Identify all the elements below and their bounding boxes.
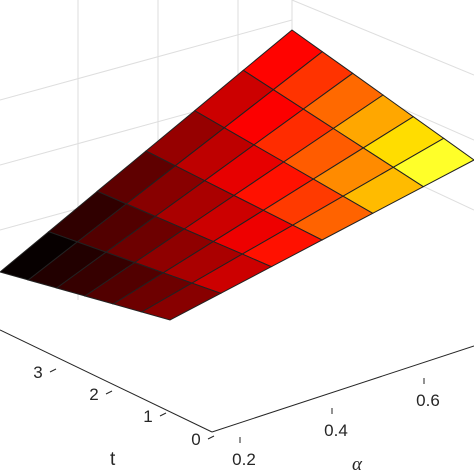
surface-face (140, 282, 222, 321)
alpha-tick-label: 0.4 (324, 421, 348, 440)
alpha-tick-label: 0.2 (232, 450, 256, 469)
axes (0, 329, 474, 433)
t-tick-mark (159, 412, 167, 417)
grid-line (0, 19, 293, 101)
t-axis-line (0, 329, 213, 433)
t-tick-label: 0 (191, 430, 200, 449)
alpha-axis-line (211, 345, 474, 433)
t-tick-mark (105, 390, 113, 395)
t-axis-label: t (110, 449, 116, 470)
t-tick-label: 2 (89, 385, 98, 404)
grid-line (291, 0, 474, 76)
t-tick-label: 3 (33, 363, 42, 382)
alpha-axis-label: α (352, 454, 363, 474)
t-tick-mark (207, 435, 215, 440)
surface-mesh (0, 29, 474, 321)
t-tick-label: 1 (143, 407, 152, 426)
t-tick-mark (49, 368, 57, 373)
tick-labels: 0 1 2 3 0.2 0.4 0.6 (33, 363, 440, 469)
alpha-tick-label: 0.6 (416, 391, 440, 410)
